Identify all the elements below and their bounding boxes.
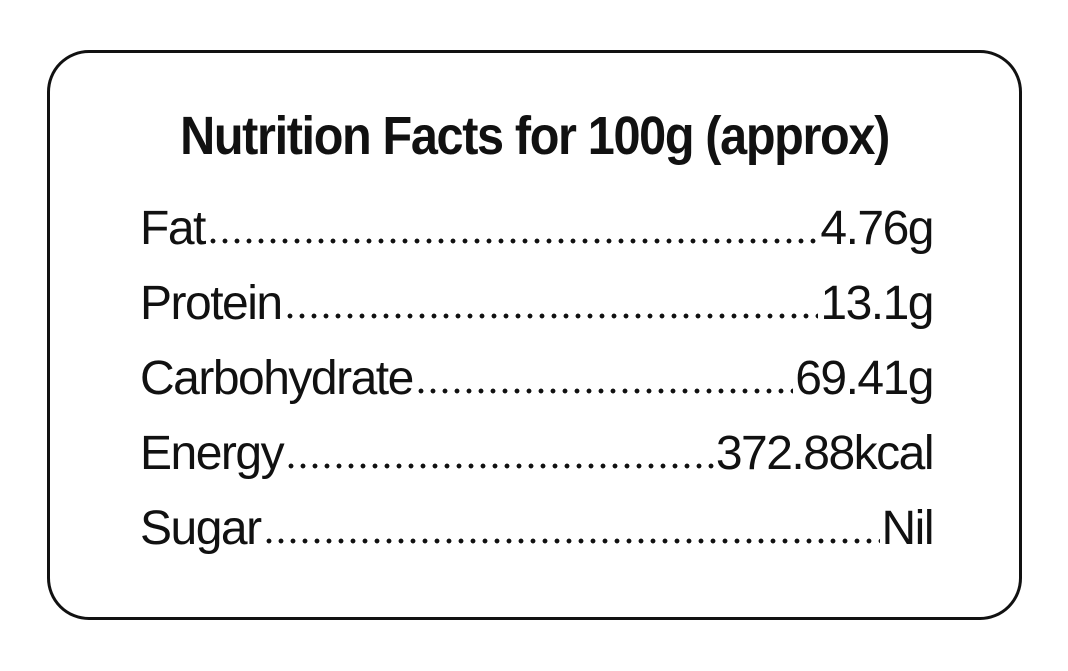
nutrient-list: Fat 4.76g Protein 13.1g Carbohydrate 69.41g En… — [140, 201, 935, 576]
nutrient-row: Fat 4.76g — [140, 201, 934, 276]
nutrition-label: Nutrition Facts for 100g (approx) Fat 4.7… — [47, 50, 1022, 620]
nutrient-name: Carbohydrate — [140, 352, 414, 405]
nutrient-name: Energy — [140, 427, 285, 480]
nutrient-name: Sugar — [140, 502, 262, 555]
nutrient-value: 69.41g — [795, 352, 934, 405]
nutrient-row: Sugar Nil — [140, 501, 935, 576]
nutrient-row: Carbohydrate 69.41g — [140, 351, 934, 426]
nutrient-value: 372.88kcal — [715, 427, 935, 480]
nutrient-row: Protein 13.1g — [140, 276, 934, 351]
nutrient-value: 13.1g — [820, 277, 934, 330]
leader-dots — [206, 238, 819, 244]
nutrient-value: 4.76g — [820, 202, 934, 255]
leader-dots — [283, 313, 819, 319]
title: Nutrition Facts for 100g (approx) — [180, 106, 890, 166]
nutrient-row: Energy 372.88kcal — [140, 426, 935, 501]
leader-dots — [414, 388, 794, 394]
leader-dots — [285, 463, 714, 469]
nutrient-name: Protein — [140, 277, 283, 330]
nutrient-name: Fat — [140, 202, 206, 255]
nutrient-value: Nil — [881, 502, 935, 555]
leader-dots — [262, 538, 880, 544]
